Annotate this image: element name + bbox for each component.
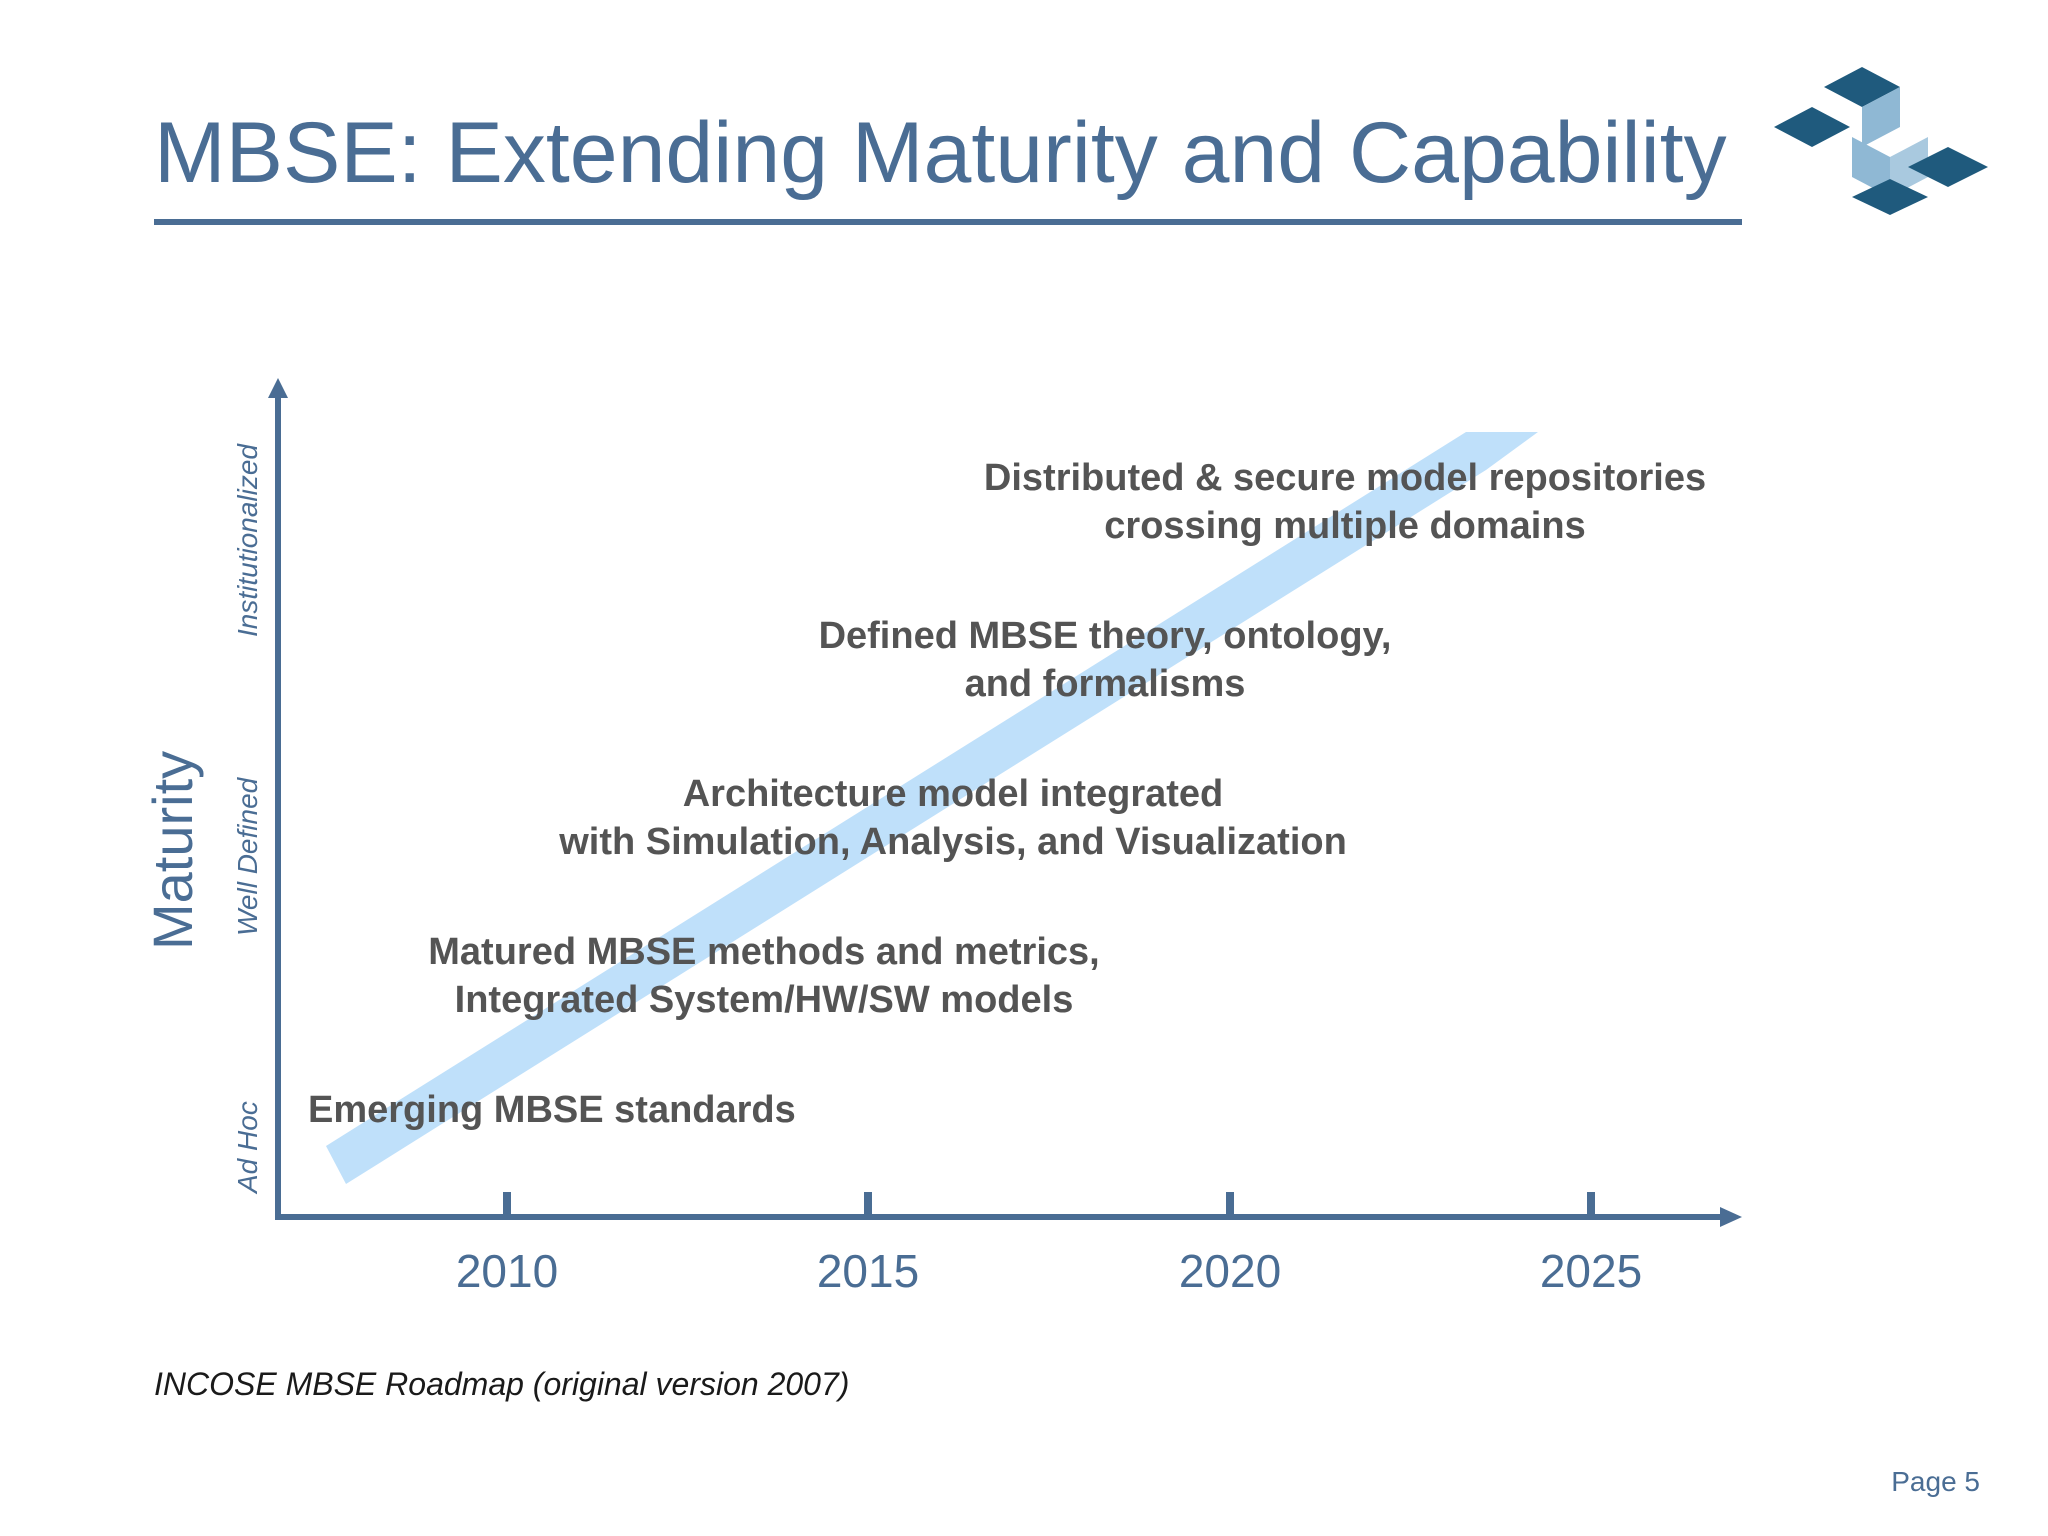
milestone-distributed-repositories: Distributed & secure model repositories … (950, 454, 1740, 550)
year-label-2010: 2010 (455, 1245, 559, 1297)
milestone-line: Integrated System/HW/SW models (454, 979, 1074, 1021)
slide-title: MBSE: Extending Maturity and Capability (154, 105, 1727, 201)
y-axis-arrowhead (268, 378, 288, 398)
maturity-level-ad-hoc: Ad Hoc (232, 1101, 263, 1193)
milestone-line: and formalisms (964, 663, 1246, 705)
maturity-level-institutionalized: Institutionalized (232, 443, 263, 637)
source-caption: INCOSE MBSE Roadmap (original version 20… (154, 1366, 850, 1402)
x-axis-arrowhead (1720, 1207, 1742, 1227)
milestone-line: Matured MBSE methods and metrics, (428, 931, 1100, 973)
milestone-line: Distributed & secure model repositories (983, 457, 1707, 499)
milestone-theory-ontology: Defined MBSE theory, ontology, and forma… (780, 612, 1430, 708)
page-number: Page 5 (1891, 1466, 1980, 1497)
maturity-level-well-defined: Well Defined (232, 777, 263, 936)
incose-logo-icon (1774, 67, 1988, 215)
milestone-line: Architecture model integrated (682, 773, 1224, 815)
y-axis-label: Maturity (141, 750, 204, 950)
logo-diamond-right (1908, 147, 1988, 187)
milestone-line: Defined MBSE theory, ontology, (818, 615, 1392, 657)
logo-cube-mid-left (1852, 137, 1890, 197)
milestone-architecture-model: Architecture model integrated with Simul… (530, 770, 1376, 866)
logo-cube-top (1862, 87, 1900, 147)
logo-diamond-left (1774, 107, 1850, 147)
year-label-2015: 2015 (816, 1245, 920, 1297)
logo-diamond-bottom (1852, 179, 1928, 215)
milestone-line: Emerging MBSE standards (308, 1089, 796, 1131)
milestone-matured-methods: Matured MBSE methods and metrics, Integr… (394, 928, 1134, 1024)
milestone-line: crossing multiple domains (1104, 505, 1586, 547)
milestone-line: with Simulation, Analysis, and Visualiza… (559, 821, 1347, 863)
year-label-2025: 2025 (1539, 1245, 1643, 1297)
maturity-trend-arrow (326, 432, 1538, 1184)
year-label-2020: 2020 (1178, 1245, 1282, 1297)
milestone-emerging-standards: Emerging MBSE standards (308, 1086, 796, 1134)
title-underline (154, 219, 1742, 225)
